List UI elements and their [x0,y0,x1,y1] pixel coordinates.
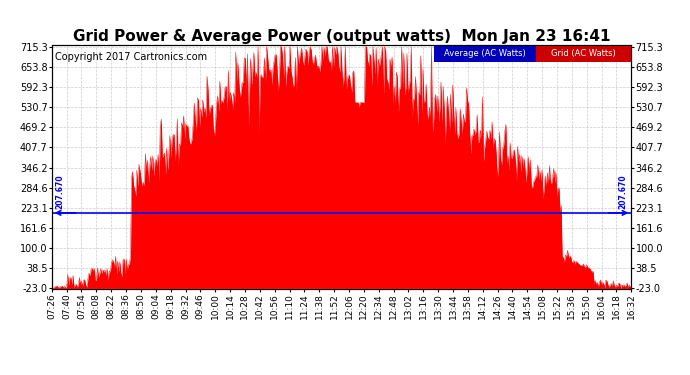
Text: 207.670: 207.670 [56,174,65,209]
Text: Grid (AC Watts): Grid (AC Watts) [551,49,616,58]
Text: 207.670: 207.670 [618,174,627,209]
Text: Average (AC Watts): Average (AC Watts) [444,49,526,58]
Text: Copyright 2017 Cartronics.com: Copyright 2017 Cartronics.com [55,53,207,62]
Title: Grid Power & Average Power (output watts)  Mon Jan 23 16:41: Grid Power & Average Power (output watts… [73,29,610,44]
FancyBboxPatch shape [434,45,535,62]
FancyBboxPatch shape [535,45,631,62]
